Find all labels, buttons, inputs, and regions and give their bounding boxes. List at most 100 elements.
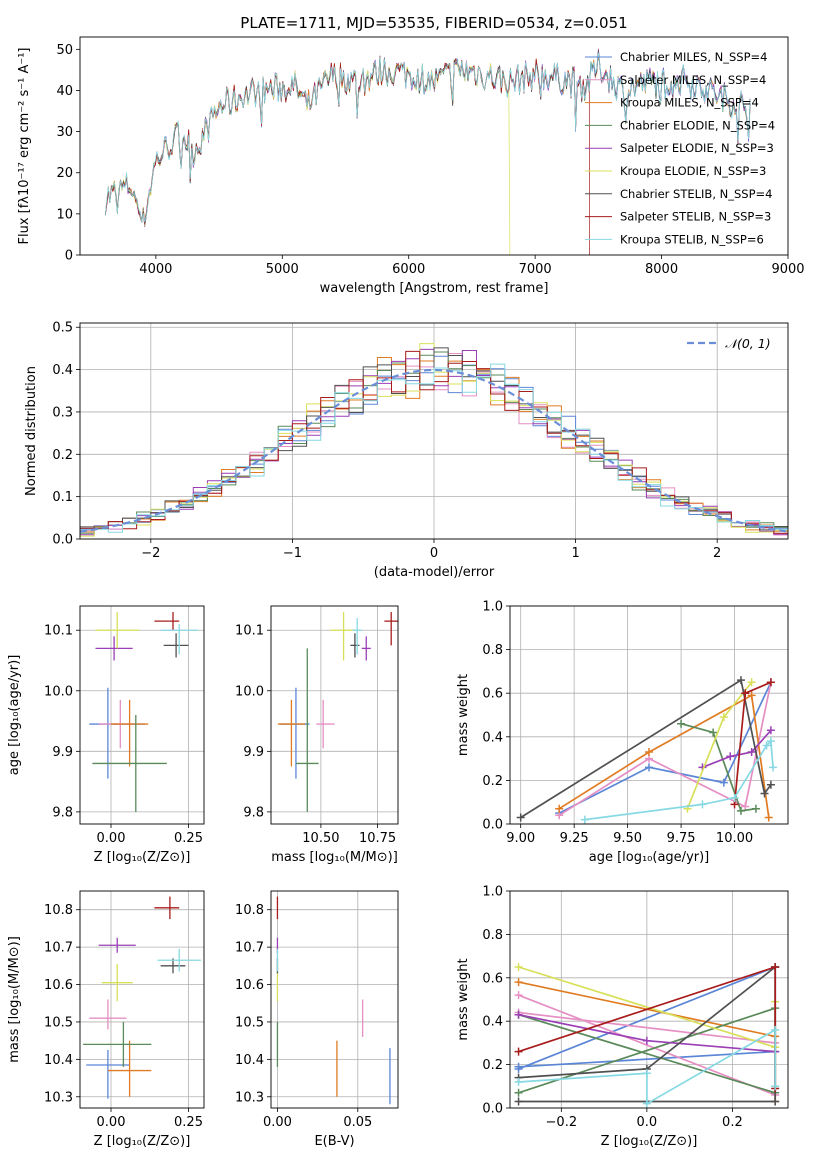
- weight-line-salpeter_elodie: [702, 729, 772, 769]
- y-tick-label: 1.0: [482, 600, 503, 615]
- y-tick-label: 10.3: [235, 1090, 264, 1105]
- y-tick-label: 0.2: [482, 1058, 503, 1073]
- weight-marker-kroupa_miles: [764, 813, 773, 822]
- plot-frame: [509, 890, 789, 1109]
- plot-frame: [79, 890, 205, 1109]
- y-axis-label: Normed distribution: [24, 366, 39, 496]
- x-tick-label: 8000: [645, 262, 678, 277]
- weight-marker-chabrier_stelib: [736, 676, 745, 685]
- weight-marker-kroupa_miles: [747, 691, 756, 700]
- y-tick-label: 0.4: [482, 730, 503, 745]
- weight-marker-salpeter_elodie: [747, 748, 756, 757]
- y-tick-label: 10.1: [44, 624, 73, 639]
- weight-marker-kroupa_miles: [645, 748, 653, 757]
- x-tick-label: 0.0: [637, 1115, 658, 1130]
- y-tick-label: 0.4: [482, 1015, 503, 1030]
- weight-marker-chabrier_elodie: [736, 806, 745, 815]
- weight_vs_age-lines: [516, 676, 778, 824]
- x-tick-label: 7000: [519, 262, 552, 277]
- legend-label: Salpeter STELIB, N_SSP=3: [620, 210, 771, 224]
- weight-marker-chabrier_stelib: [771, 1097, 780, 1106]
- y-tick-label: 9.9: [243, 745, 264, 760]
- x-tick-label: 4000: [139, 262, 172, 277]
- y-tick-label: 10.7: [235, 941, 264, 956]
- y-tick-label: 10: [56, 207, 73, 222]
- age_vs_mass-points: [277, 612, 398, 812]
- x-tick-label: −0.2: [546, 1115, 578, 1130]
- weight-line-chabrier_elodie: [680, 722, 757, 812]
- y-tick-label: 10.0: [44, 684, 73, 699]
- x-tick-label: 5000: [266, 262, 299, 277]
- y-tick-label: 0.2: [482, 774, 503, 789]
- y-tick-label: 9.8: [243, 805, 264, 820]
- y-axis-label: mass weight: [456, 958, 471, 1040]
- weight-marker-kroupa_stelib: [766, 737, 775, 746]
- x-tick-label: 10.75: [359, 831, 396, 846]
- y-tick-label: 0.0: [52, 533, 73, 548]
- x-tick-label: 0.25: [174, 831, 203, 846]
- plot-frame: [79, 605, 205, 825]
- y-tick-label: 1.0: [482, 885, 503, 900]
- y-tick-label: 10.8: [44, 903, 73, 918]
- weight-line-chabrier_miles: [558, 681, 772, 814]
- y-tick-label: 0.6: [482, 687, 503, 702]
- weight-marker-kroupa_stelib: [762, 741, 771, 750]
- x-tick-label: 9.25: [560, 831, 589, 846]
- x-tick-label: 9000: [771, 262, 804, 277]
- y-tick-label: 0.2: [52, 448, 73, 463]
- legend-label: Salpeter ELODIE, N_SSP=3: [620, 141, 774, 155]
- legend-label: Kroupa MILES, N_SSP=4: [620, 96, 759, 110]
- weight-marker-chabrier_stelib: [516, 813, 525, 822]
- x-axis-label: wavelength [Angstrom, rest frame]: [320, 281, 549, 296]
- plot-frame: [79, 36, 789, 256]
- x-axis-label: (data-model)/error: [374, 565, 495, 580]
- weight-marker-kroupa_miles: [555, 804, 564, 813]
- y-axis-label: Flux [fλ10⁻¹⁷ erg cm⁻² s⁻¹ A⁻¹]: [17, 48, 32, 245]
- x-tick-label: 1: [571, 546, 579, 561]
- weight-marker-kroupa_stelib: [771, 1025, 780, 1034]
- weight-marker-kroupa_stelib: [580, 815, 589, 824]
- weight-marker-salpeter_stelib: [741, 689, 750, 698]
- weight-marker-chabrier_stelib: [760, 789, 769, 798]
- weight-marker-kroupa_elodie: [719, 713, 728, 722]
- spectrum-series-kroupa_stelib: [104, 52, 751, 223]
- age_vs_mass-axes: 10.50 10.75 9.8 9.9 10.0 10.1 mass [log₁₀(M/M⊙…: [235, 606, 398, 865]
- mass_vs_ebv-axes: 0.00 0.05 10.3 10.4 10.5 10.6 10.7 10.8 E(B-V): [235, 891, 398, 1149]
- weight-marker-kroupa_stelib: [771, 1082, 780, 1091]
- y-tick-label: 9.8: [52, 805, 73, 820]
- weight_vs_Z-axes: −0.2 0.0 0.2 0.0 0.2 0.4 0.6 0.8 1.0 Z [log₁₀(Z/Z…: [456, 885, 788, 1149]
- weight-line-chabrier_stelib: [520, 678, 772, 819]
- weight-marker-chabrier_elodie: [751, 804, 760, 813]
- y-axis-label: mass weight: [456, 674, 471, 756]
- weight-marker-kroupa_stelib: [730, 793, 739, 802]
- histograms: [80, 343, 788, 537]
- y-tick-label: 30: [56, 125, 73, 140]
- y-tick-label: 10.7: [44, 941, 73, 956]
- x-tick-label: 0.00: [263, 1115, 292, 1130]
- x-tick-label: 10.00: [716, 831, 753, 846]
- age_vs_Z-axes: 0.00 0.25 9.8 9.9 10.0 10.1 Z [log₁₀(Z/Z⊙)] age…: [7, 606, 204, 865]
- x-tick-label: −2: [141, 546, 160, 561]
- y-tick-label: 10.5: [235, 1015, 264, 1030]
- y-tick-label: 0.3: [52, 405, 73, 420]
- weight-marker-kroupa_stelib: [642, 1099, 651, 1108]
- y-tick-label: 10.0: [235, 684, 264, 699]
- weight-marker-salpeter_stelib: [766, 678, 775, 687]
- x-tick-label: 9.00: [506, 831, 535, 846]
- x-tick-label: 0: [430, 546, 438, 561]
- weight-marker-salpeter_stelib: [771, 962, 780, 971]
- chart-title: PLATE=1711, MJD=53535, FIBERID=0534, z=0…: [240, 14, 627, 32]
- y-tick-label: 0.6: [482, 971, 503, 986]
- plot-frame: [270, 890, 399, 1109]
- weight-marker-salpeter_stelib: [514, 1047, 523, 1056]
- x-tick-label: 2: [713, 546, 721, 561]
- legend-label: Kroupa ELODIE, N_SSP=3: [620, 164, 766, 178]
- x-axis-label: E(B-V): [314, 1134, 354, 1149]
- plot-frame: [509, 605, 789, 825]
- x-tick-label: 6000: [392, 262, 425, 277]
- weight-marker-chabrier_miles: [719, 778, 728, 787]
- legend-label: Salpeter MILES, N_SSP=4: [620, 73, 766, 87]
- weight-marker-salpeter_elodie: [514, 1010, 523, 1019]
- y-tick-label: 10.1: [235, 624, 264, 639]
